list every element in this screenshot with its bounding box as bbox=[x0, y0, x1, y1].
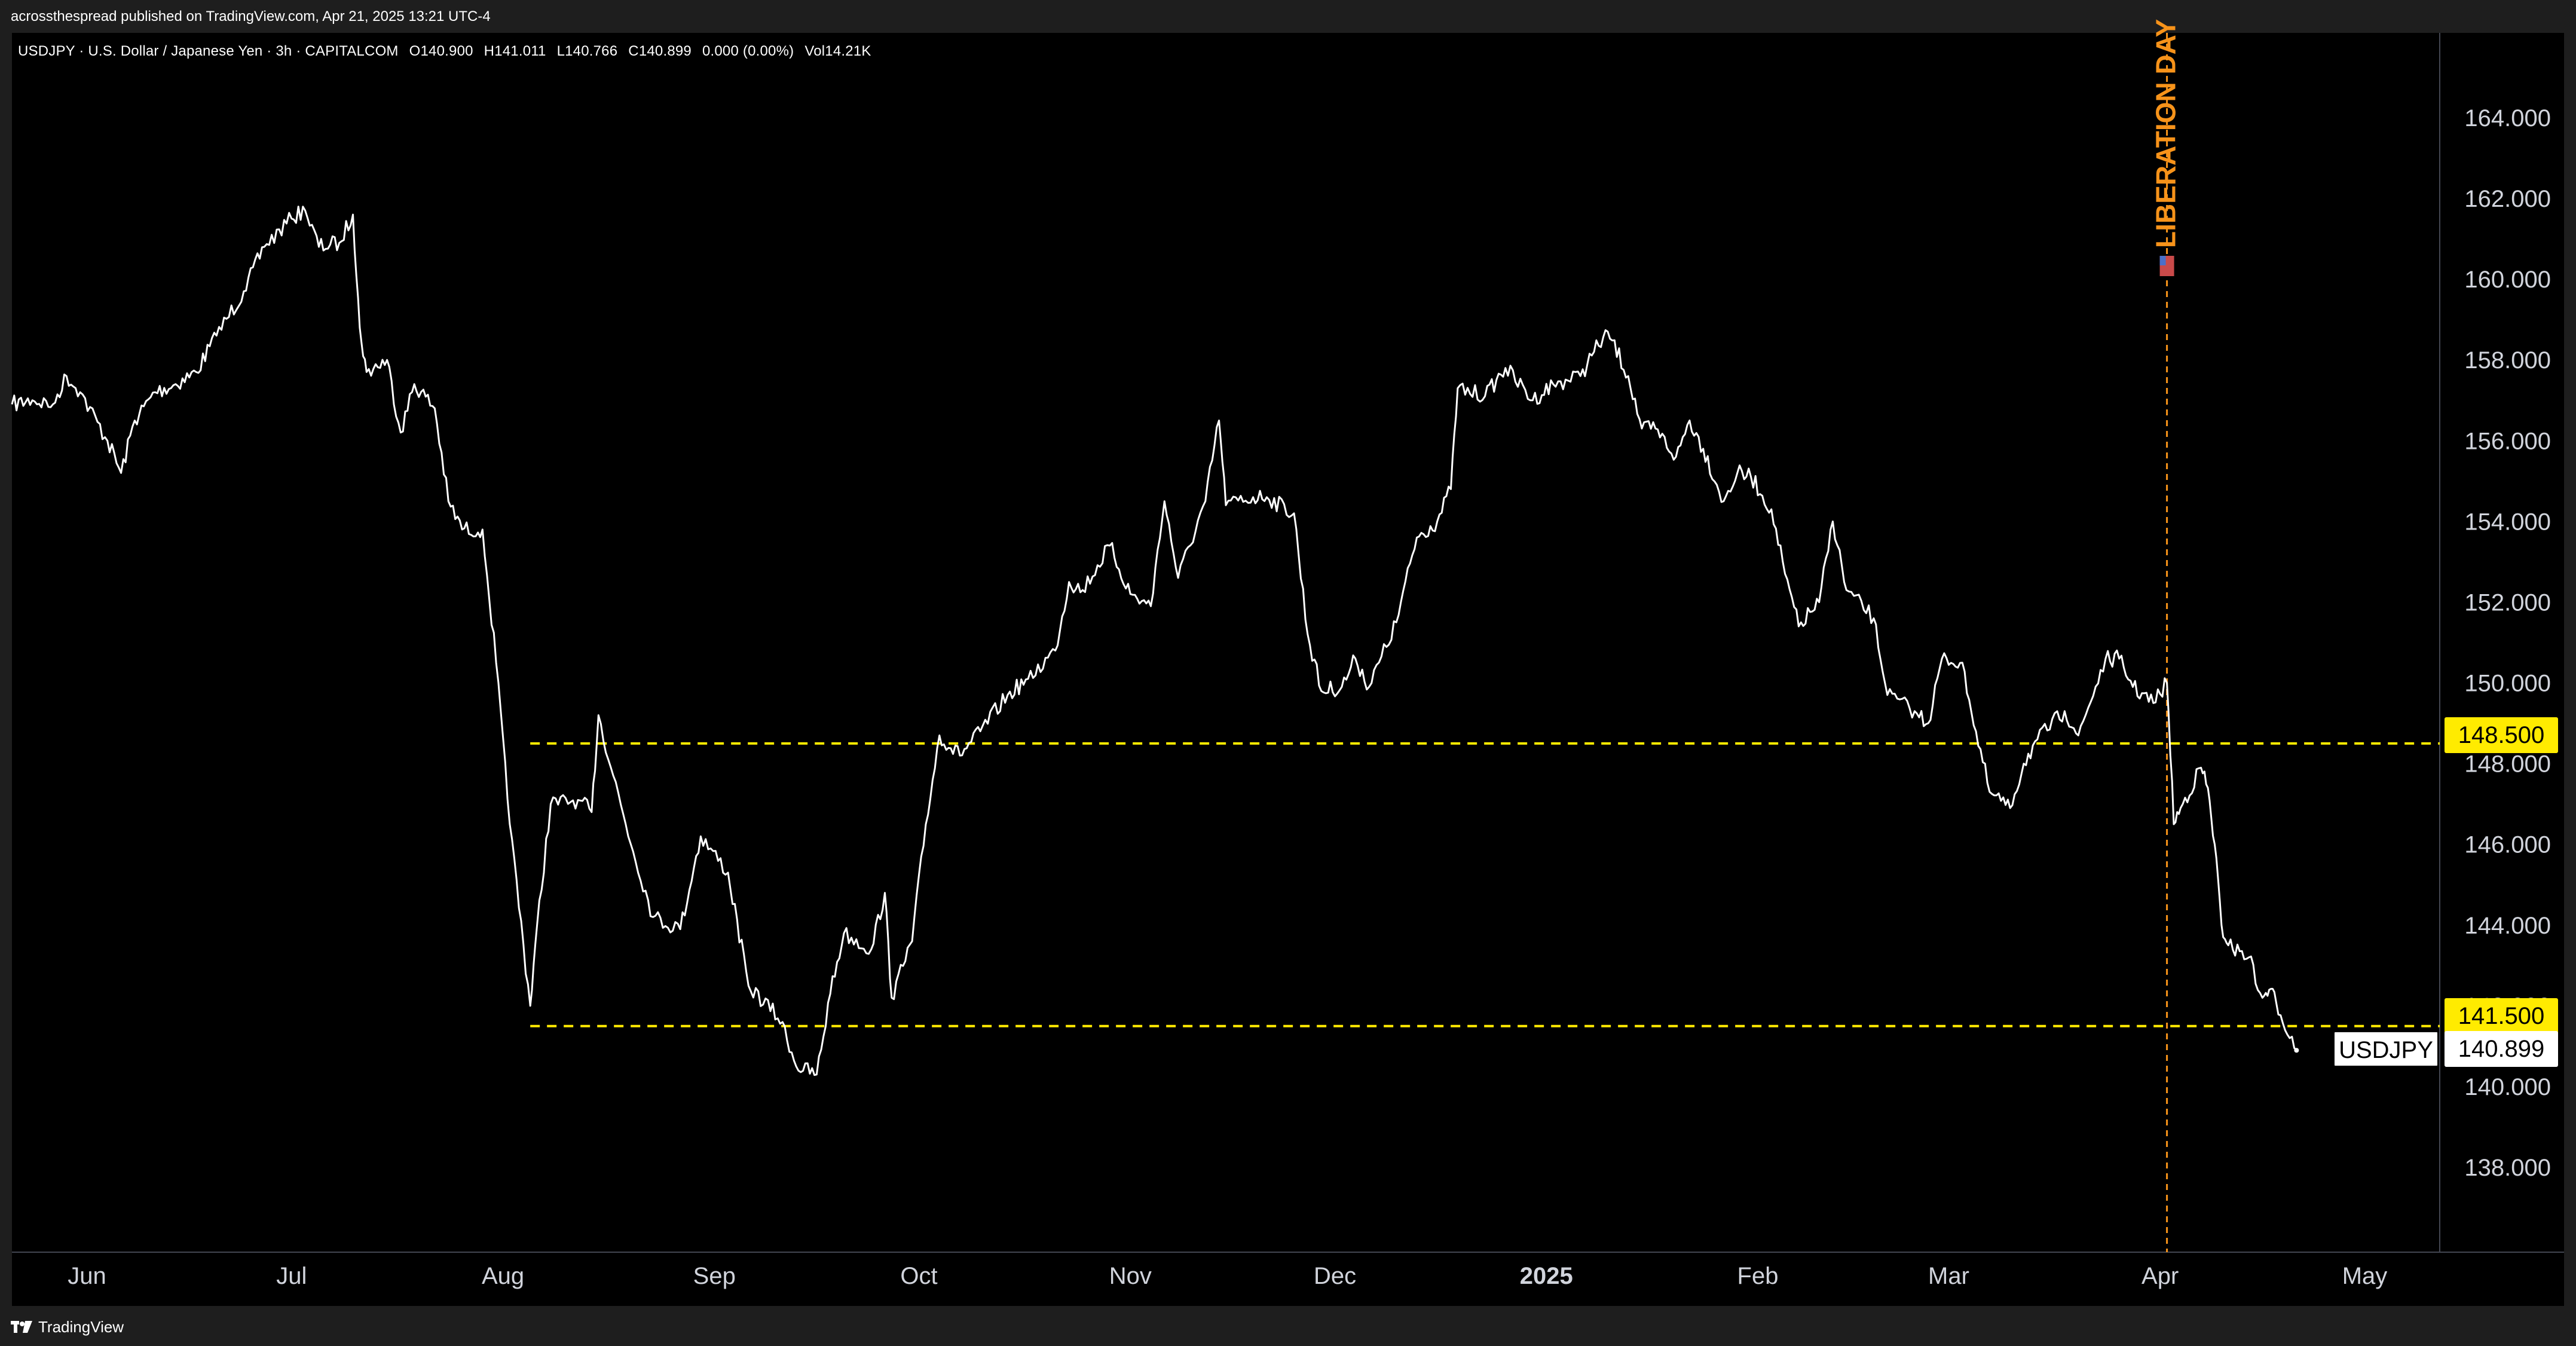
x-tick-label-10: Apr bbox=[2141, 1263, 2179, 1289]
level-141-500-tag: 141.500 bbox=[2445, 998, 2558, 1034]
y-tick-label-5: 148.000 bbox=[2464, 751, 2551, 778]
tradingview-logo-icon bbox=[11, 1321, 32, 1333]
y-tick-label-4: 146.000 bbox=[2464, 832, 2551, 858]
y-tick-label-13: 164.000 bbox=[2464, 105, 2551, 131]
x-tick-label-11: May bbox=[2342, 1263, 2388, 1289]
price-chart[interactable]: 138.000140.000142.000144.000146.000148.0… bbox=[0, 0, 2576, 1306]
x-tick-label-8: Feb bbox=[1737, 1263, 1779, 1289]
y-tick-label-1: 140.000 bbox=[2464, 1074, 2551, 1100]
y-tick-label-9: 156.000 bbox=[2464, 428, 2551, 454]
tradingview-brand: TradingView bbox=[38, 1317, 124, 1336]
symbol-info-line: USDJPY · U.S. Dollar / Japanese Yen · 3h… bbox=[18, 43, 882, 60]
flag-canton-icon bbox=[2159, 256, 2166, 265]
x-tick-label-2: Aug bbox=[482, 1263, 524, 1289]
y-tick-label-8: 154.000 bbox=[2464, 509, 2551, 535]
price-line bbox=[11, 206, 2297, 1076]
level-148-500-tag: 148.500 bbox=[2445, 717, 2558, 753]
time-axis[interactable]: Jun Jul Aug Sep Oct Nov Dec 2025 Feb Mar Apr May bbox=[68, 1263, 2387, 1289]
y-tick-label-10: 158.000 bbox=[2464, 347, 2551, 374]
x-tick-label-4: Oct bbox=[900, 1263, 937, 1289]
publisher-bar: acrossthespread published on TradingView… bbox=[0, 0, 2576, 33]
symbol-tag: USDJPY bbox=[2333, 1031, 2439, 1067]
publisher-line: acrossthespread published on TradingView… bbox=[11, 8, 491, 25]
x-tick-label-6: Dec bbox=[1314, 1263, 1356, 1289]
horizontal-levels bbox=[530, 742, 2440, 1027]
x-tick-label-5: Nov bbox=[1109, 1263, 1152, 1289]
event-marker: LIBERATION DAY bbox=[2150, 19, 2182, 1252]
change-value: 0.000 (0.00%) bbox=[702, 43, 794, 59]
x-tick-label-9: Mar bbox=[1928, 1263, 1969, 1289]
symbol-title: USDJPY · U.S. Dollar / Japanese Yen · 3h… bbox=[18, 43, 399, 59]
price-axis[interactable]: 138.000140.000142.000144.000146.000148.0… bbox=[2464, 105, 2551, 1181]
event-label: LIBERATION DAY bbox=[2150, 19, 2182, 248]
y-tick-label-11: 160.000 bbox=[2464, 267, 2551, 293]
last-price-tag: 140.899 bbox=[2445, 1031, 2558, 1067]
x-tick-label-7: 2025 bbox=[1520, 1263, 1573, 1289]
volume-value: Vol14.21K bbox=[804, 43, 871, 59]
close-value: C140.899 bbox=[628, 43, 692, 59]
footer-bar: TradingView bbox=[0, 1306, 2576, 1346]
y-tick-label-6: 150.000 bbox=[2464, 671, 2551, 697]
y-tick-label-7: 152.000 bbox=[2464, 589, 2551, 616]
low-value: L140.766 bbox=[556, 43, 618, 59]
x-tick-label-1: Jul bbox=[276, 1263, 307, 1289]
x-tick-label-0: Jun bbox=[68, 1263, 106, 1289]
x-tick-label-3: Sep bbox=[693, 1263, 736, 1289]
chart-background bbox=[12, 33, 2564, 1306]
open-value: O140.900 bbox=[409, 43, 473, 59]
last-price-dot bbox=[2294, 1048, 2299, 1053]
y-tick-label-0: 138.000 bbox=[2464, 1155, 2551, 1181]
y-tick-label-12: 162.000 bbox=[2464, 186, 2551, 212]
y-tick-label-3: 144.000 bbox=[2464, 913, 2551, 939]
tradingview-logo[interactable]: TradingView bbox=[11, 1317, 124, 1337]
high-value: H141.011 bbox=[484, 43, 546, 59]
